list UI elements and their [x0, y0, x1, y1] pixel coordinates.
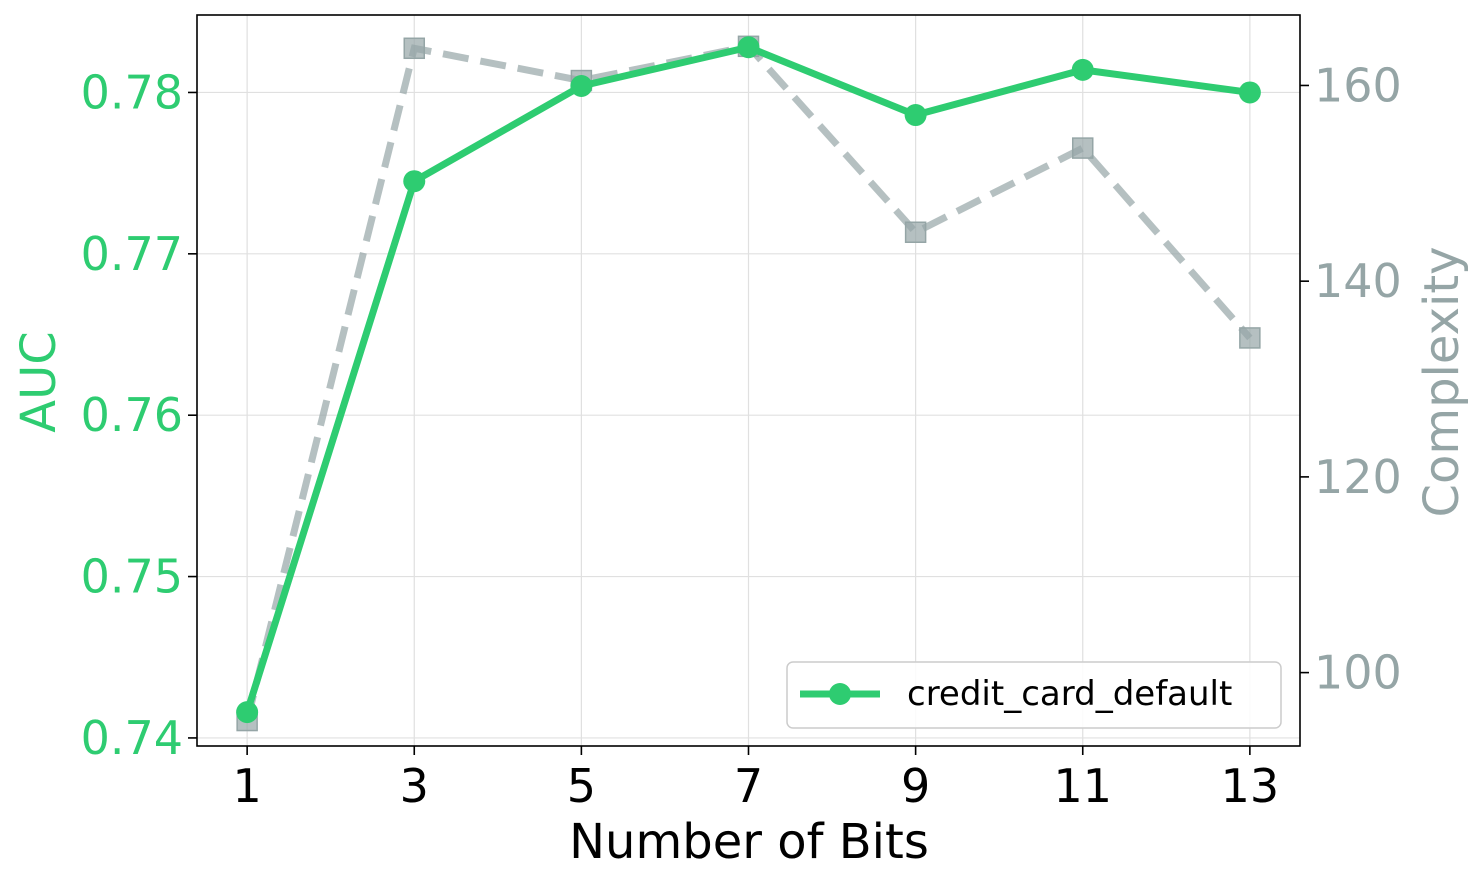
- complexity-marker: [1071, 137, 1094, 159]
- auc-marker: [737, 36, 760, 59]
- legend-box: [786, 661, 1282, 729]
- right-axis-title: Complexity: [1414, 246, 1470, 517]
- right-tick-label: 100: [1314, 646, 1402, 700]
- right-axis-ticks: 100 120 140 160: [1300, 58, 1402, 700]
- left-tick-label: 0.77: [81, 227, 183, 281]
- right-tick-label: 140: [1314, 254, 1402, 308]
- grid: [197, 15, 1300, 746]
- complexity-marker: [1239, 327, 1261, 349]
- right-tick-label: 160: [1314, 58, 1402, 112]
- x-tick-label: 3: [400, 759, 429, 813]
- left-axis-title: AUC: [11, 331, 67, 432]
- auc-marker: [904, 104, 927, 127]
- auc-marker: [1071, 58, 1094, 81]
- left-tick-label: 0.74: [81, 711, 183, 765]
- left-tick-label: 0.75: [81, 550, 183, 604]
- auc-marker: [403, 170, 426, 193]
- legend: credit_card_default: [786, 661, 1282, 729]
- right-tick-label: 120: [1314, 450, 1402, 504]
- x-tick-label: 7: [734, 759, 763, 813]
- legend-marker-swatch: [829, 683, 851, 705]
- auc-marker: [1238, 81, 1261, 104]
- auc-marker: [570, 75, 593, 98]
- x-tick-label: 13: [1221, 759, 1280, 813]
- legend-label: credit_card_default: [907, 674, 1232, 714]
- complexity-marker: [403, 37, 426, 60]
- left-tick-label: 0.76: [81, 388, 183, 442]
- left-axis-ticks: 0.74 0.75 0.76 0.77 0.78: [81, 65, 197, 765]
- x-axis-title: Number of Bits: [569, 814, 929, 870]
- auc-series: [236, 36, 1261, 724]
- complexity-marker: [904, 221, 927, 243]
- x-axis-ticks: 1 3 5 7 9 11 13: [232, 746, 1279, 813]
- x-tick-label: 11: [1053, 759, 1112, 813]
- x-tick-label: 5: [567, 759, 596, 813]
- left-tick-label: 0.78: [81, 65, 183, 119]
- x-tick-label: 1: [232, 759, 261, 813]
- x-tick-label: 9: [901, 759, 930, 813]
- auc-marker: [236, 701, 259, 724]
